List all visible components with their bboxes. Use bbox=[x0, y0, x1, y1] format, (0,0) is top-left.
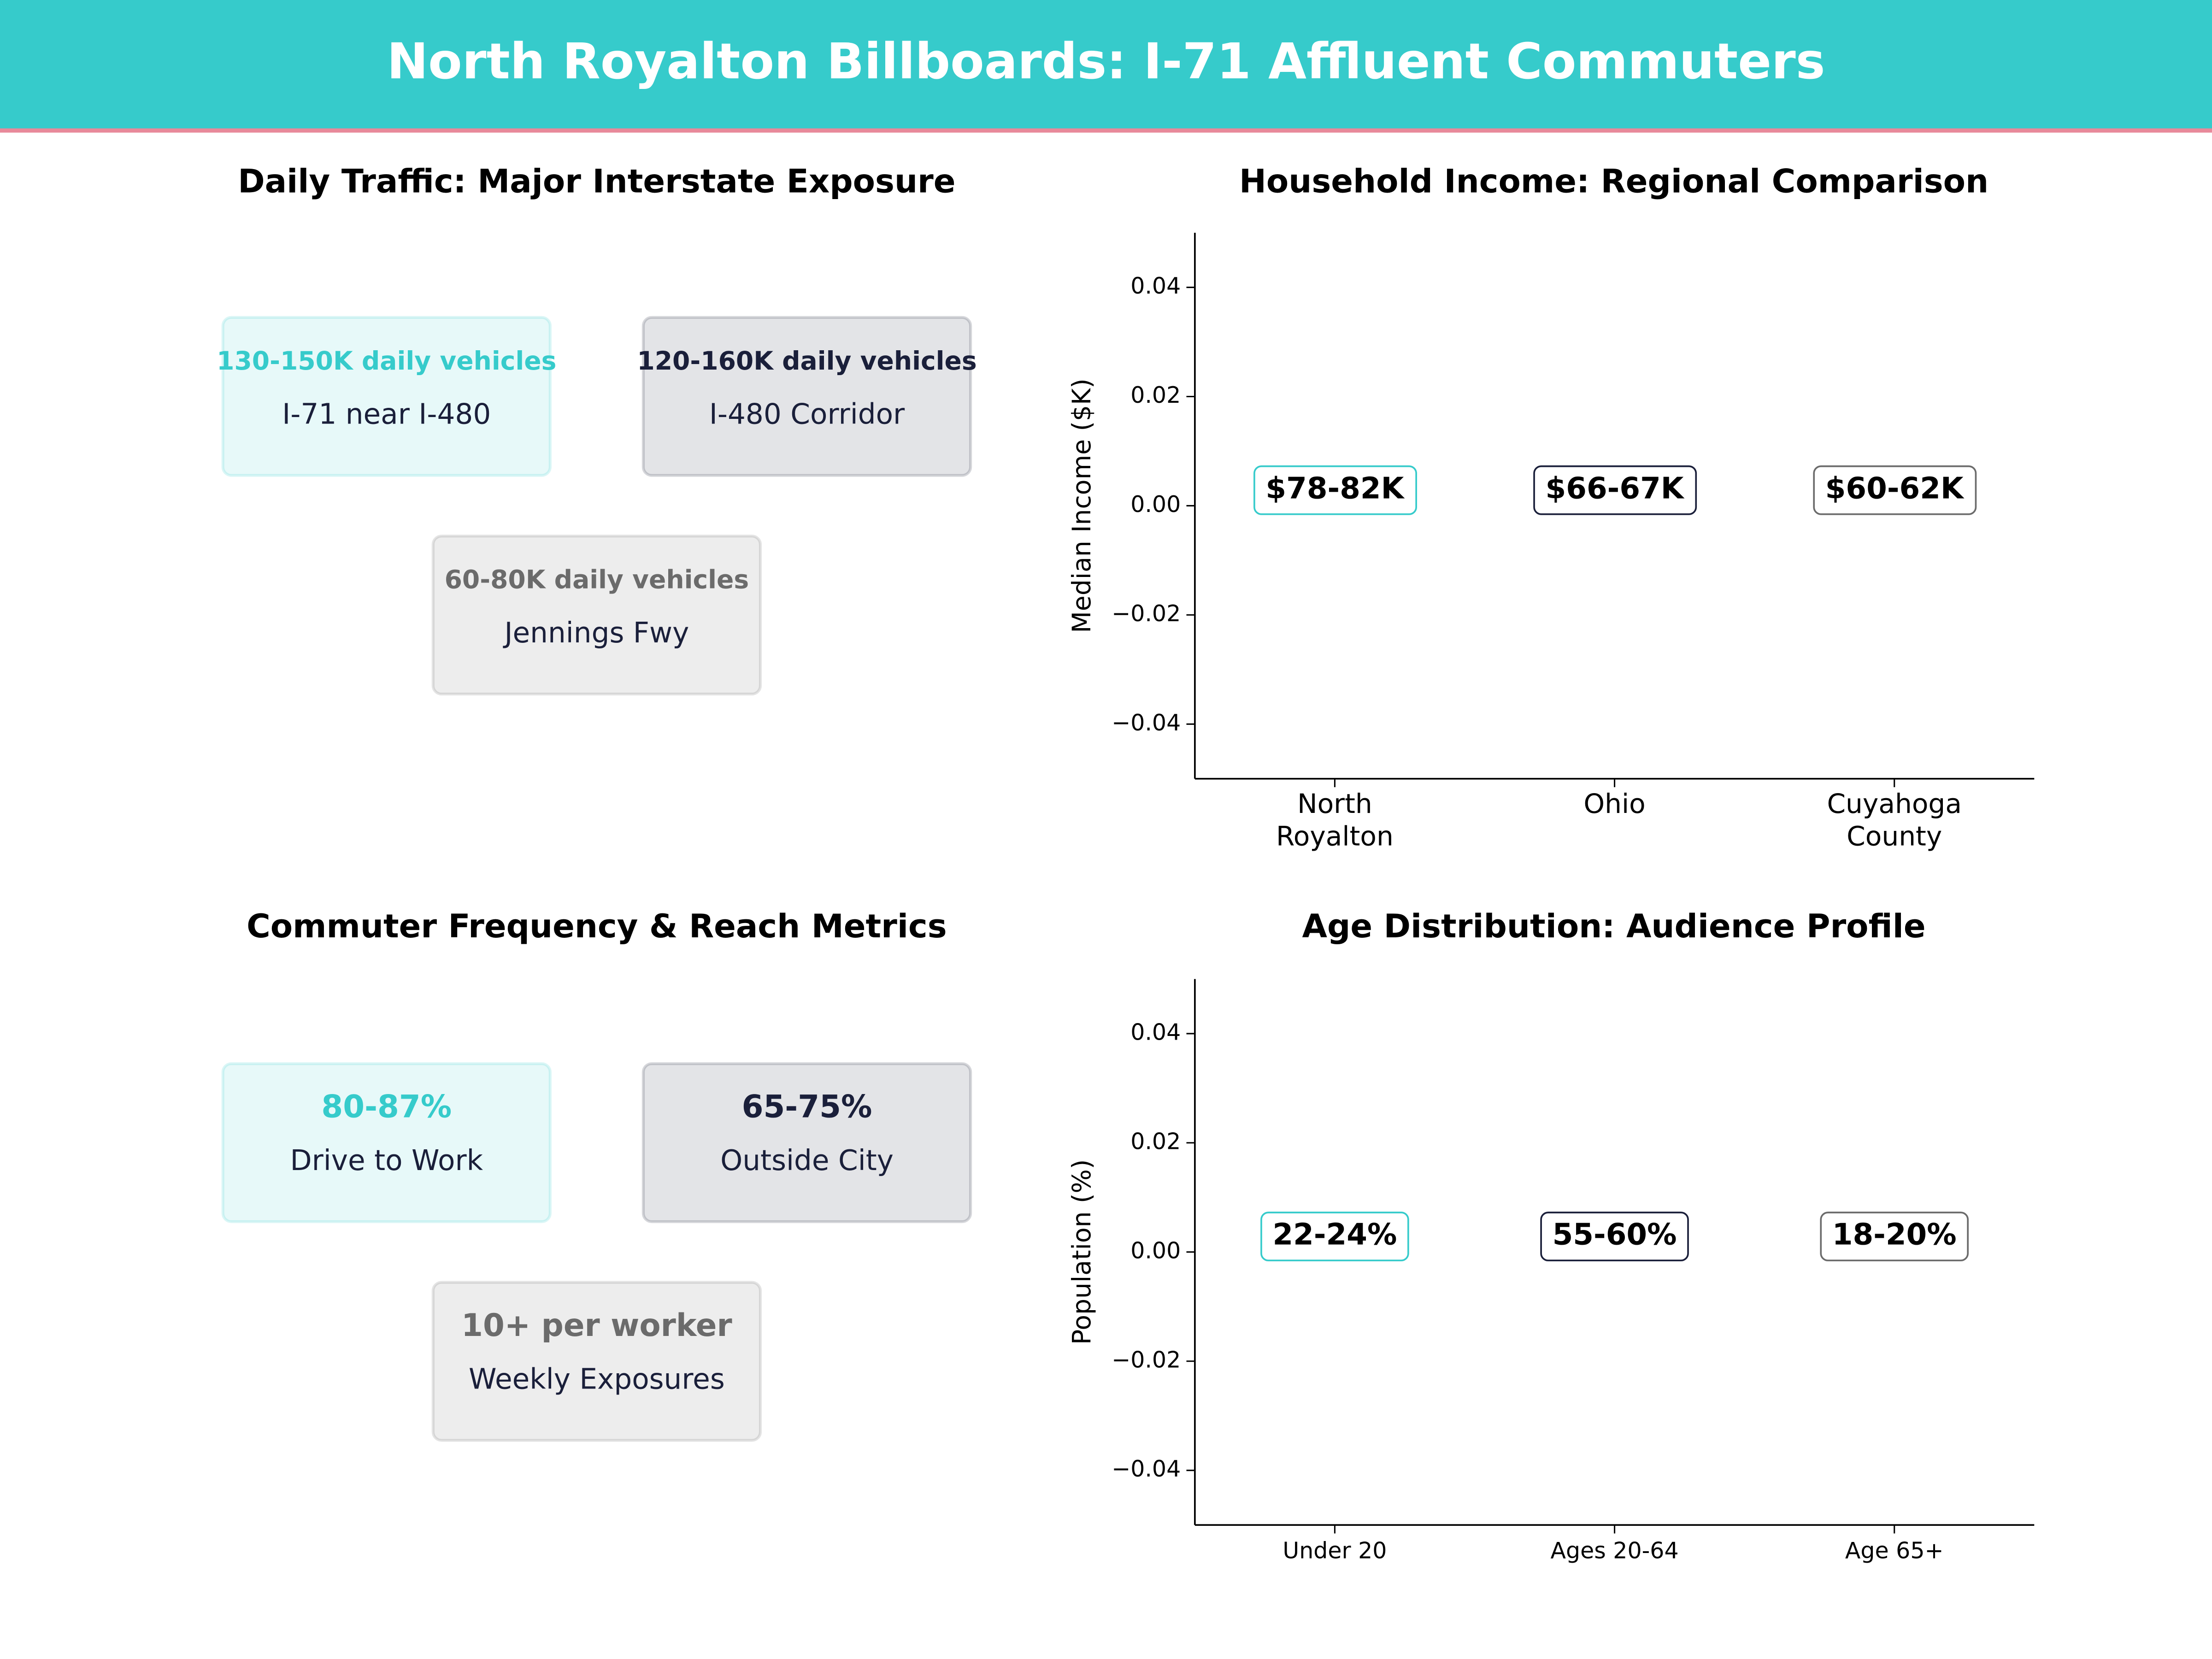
card-label: Outside City bbox=[720, 1144, 894, 1177]
chart-title: Household Income: Regional Comparison bbox=[1239, 162, 1988, 200]
value-label: 22-24% bbox=[1272, 1218, 1397, 1252]
y-tick-label: 0.04 bbox=[1130, 1019, 1181, 1045]
card bbox=[221, 1062, 552, 1224]
value-label-box bbox=[1253, 465, 1417, 515]
chart-title: Age Distribution: Audience Profile bbox=[1302, 907, 1925, 945]
value-label: 18-20% bbox=[1832, 1218, 1957, 1252]
x-tick-label: Ages 20-64 bbox=[1551, 1537, 1679, 1564]
y-tick-label: 0.00 bbox=[1130, 491, 1181, 518]
value-label-box bbox=[1533, 465, 1697, 515]
card-label: Jennings Fwy bbox=[502, 617, 689, 649]
value-label-box bbox=[1820, 1212, 1969, 1262]
y-tick-label: −0.04 bbox=[1112, 710, 1181, 736]
card bbox=[431, 535, 762, 696]
value-label-box bbox=[1813, 465, 1977, 515]
y-tick-label: 0.02 bbox=[1130, 1128, 1181, 1154]
x-tick-label: Cuyahoga County bbox=[1827, 788, 1962, 852]
y-tick-label: −0.02 bbox=[1112, 1347, 1181, 1373]
chart-title: Commuter Frequency & Reach Metrics bbox=[247, 907, 947, 945]
header-bar bbox=[0, 0, 2212, 130]
value-label-box bbox=[1540, 1212, 1689, 1262]
y-tick-label: 0.00 bbox=[1130, 1237, 1181, 1264]
value-label: $78-82K bbox=[1265, 471, 1405, 506]
card bbox=[641, 1062, 972, 1224]
value-label-box bbox=[1260, 1212, 1409, 1262]
y-axis-label: Median Income ($K) bbox=[1067, 378, 1096, 633]
y-tick-label: −0.04 bbox=[1112, 1456, 1181, 1482]
x-tick-label: North Royalton bbox=[1276, 788, 1394, 852]
card-value: 60-80K daily vehicles bbox=[445, 565, 749, 594]
y-axis-label: Population (%) bbox=[1067, 1159, 1096, 1345]
value-label: $66-67K bbox=[1546, 471, 1685, 506]
card-label: Drive to Work bbox=[290, 1144, 483, 1177]
card-label: Weekly Exposures bbox=[469, 1363, 725, 1396]
y-tick-label: 0.04 bbox=[1130, 273, 1181, 299]
card-label: I-71 near I-480 bbox=[282, 398, 491, 431]
y-tick-label: −0.02 bbox=[1112, 600, 1181, 627]
card bbox=[221, 316, 552, 477]
card bbox=[641, 316, 972, 477]
x-tick-label: Ohio bbox=[1583, 788, 1645, 819]
card-value: 80-87% bbox=[321, 1088, 452, 1125]
card-value: 10+ per worker bbox=[461, 1307, 732, 1343]
card-value: 130-150K daily vehicles bbox=[217, 346, 556, 376]
card-label: I-480 Corridor bbox=[709, 398, 905, 431]
value-label: 55-60% bbox=[1553, 1218, 1677, 1252]
y-tick-label: 0.02 bbox=[1130, 382, 1181, 408]
x-tick-label: Age 65+ bbox=[1845, 1537, 1944, 1564]
card-value: 120-160K daily vehicles bbox=[637, 346, 977, 376]
value-label: $60-62K bbox=[1825, 471, 1965, 506]
card-value: 65-75% bbox=[742, 1088, 872, 1125]
x-tick-label: Under 20 bbox=[1282, 1537, 1387, 1564]
chart-title: Daily Traffic: Major Interstate Exposure bbox=[238, 162, 955, 200]
card bbox=[431, 1281, 762, 1442]
header-rule bbox=[0, 128, 2212, 133]
page-title: North Royalton Billboards: I-71 Affluent… bbox=[387, 33, 1825, 90]
